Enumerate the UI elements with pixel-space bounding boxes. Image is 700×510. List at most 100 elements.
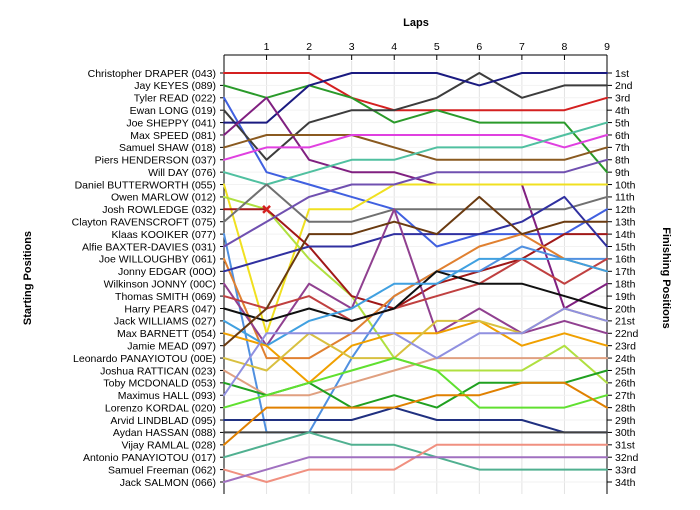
- starting-position-label: Harry PEARS (047): [124, 303, 216, 315]
- starting-position-label: Samuel Freeman (062): [108, 464, 216, 476]
- finishing-position-label: 17th: [615, 266, 636, 278]
- starting-position-label: Arvid LINDBLAD (095): [110, 415, 216, 427]
- starting-position-label: Joe SHEPPY (041): [126, 117, 216, 129]
- starting-position-label: Vijay RAMLAL (028): [121, 440, 216, 452]
- lap-tick-label: 3: [349, 41, 355, 53]
- axes: [220, 54, 612, 494]
- driver-position-line: [223, 72, 608, 161]
- driver-position-line: [223, 208, 608, 347]
- finishing-position-label: 7th: [615, 142, 630, 154]
- finishing-position-label: 31st: [615, 440, 635, 452]
- starting-position-label: Max BARNETT (054): [117, 328, 216, 340]
- driver-position-line: [223, 319, 608, 384]
- finishing-position-label: 1st: [615, 68, 629, 80]
- starting-position-label: Thomas SMITH (069): [115, 291, 216, 303]
- lap-tick-label: 8: [562, 41, 568, 53]
- finishing-position-label: 19th: [615, 291, 636, 303]
- driver-position-line: [223, 357, 608, 409]
- lap-tick-label: 7: [519, 41, 525, 53]
- finishing-position-label: 9th: [615, 167, 630, 179]
- starting-position-label: Clayton RAVENSCROFT (075): [72, 217, 216, 229]
- starting-position-label: Maximus HALL (093): [118, 390, 216, 402]
- driver-position-line: [223, 381, 608, 446]
- lap-tick-label: 6: [476, 41, 482, 53]
- finishing-position-label: 4th: [615, 105, 630, 117]
- starting-position-label: Christopher DRAPER (043): [88, 68, 216, 80]
- lap-tick-label: 2: [306, 41, 312, 53]
- finishing-position-label: 5th: [615, 117, 630, 129]
- finishing-position-label: 21st: [615, 316, 635, 328]
- finishing-position-label: 23rd: [615, 340, 636, 352]
- series-lines: [223, 72, 608, 483]
- driver-position-line: [223, 195, 608, 347]
- starting-position-label: Tyler READ (022): [134, 93, 216, 105]
- finishing-position-label: 27th: [615, 390, 636, 402]
- finishing-position-label: 14th: [615, 229, 636, 241]
- finishing-position-label: 8th: [615, 155, 630, 167]
- markers: [262, 204, 271, 214]
- starting-position-label: Max SPEED (081): [130, 130, 216, 142]
- starting-position-label: Daniel BUTTERWORTH (055): [75, 179, 216, 191]
- finishing-position-label: 12th: [615, 204, 636, 216]
- starting-position-label: Will DAY (076): [148, 167, 216, 179]
- finishing-position-label: 15th: [615, 241, 636, 253]
- finishing-position-label: 26th: [615, 378, 636, 390]
- top-axis-title: Laps: [403, 17, 429, 29]
- starting-position-label: Aydan HASSAN (088): [113, 427, 216, 439]
- finishing-position-label: 32nd: [615, 452, 639, 464]
- driver-position-line: [223, 195, 608, 273]
- lap-tick-label: 5: [434, 41, 440, 53]
- finishing-position-label: 34th: [615, 477, 636, 489]
- finishing-position-label: 29th: [615, 415, 636, 427]
- finishing-position-label: 22nd: [615, 328, 639, 340]
- driver-position-line: [223, 257, 608, 322]
- left-axis-title: Starting Positions: [22, 231, 34, 325]
- finishing-position-label: 11th: [615, 192, 635, 204]
- finishing-position-label: 6th: [615, 130, 630, 142]
- finishing-position-label: 13th: [615, 217, 636, 229]
- finishing-position-label: 18th: [615, 278, 636, 290]
- starting-position-label: Jack WILLIAMS (027): [114, 316, 216, 328]
- lap-tick-label: 1: [264, 41, 270, 53]
- starting-position-label: Toby MCDONALD (053): [103, 378, 216, 390]
- starting-position-label: Josh ROWLEDGE (032): [102, 204, 216, 216]
- driver-position-line: [223, 84, 608, 174]
- driver-position-line: [223, 406, 608, 434]
- finishing-position-label: 16th: [615, 254, 636, 266]
- driver-position-line: [223, 183, 608, 223]
- driver-position-line: [223, 431, 608, 471]
- starting-position-label: Ewan LONG (019): [130, 105, 216, 117]
- finishing-position-label: 3rd: [615, 93, 630, 105]
- finishing-position-label: 24th: [615, 353, 636, 365]
- starting-position-label: Alfie BAXTER-DAVIES (031): [82, 241, 216, 253]
- starting-position-label: Lorenzo KORDAL (020): [105, 402, 216, 414]
- starting-position-label: Samuel SHAW (018): [119, 142, 216, 154]
- lap-tick-label: 9: [604, 41, 610, 53]
- lap-tick-label: 4: [391, 41, 397, 53]
- right-axis-title: Finishing Positions: [660, 227, 672, 328]
- starting-position-label: Wilkinson JONNY (00C): [104, 278, 216, 290]
- starting-position-label: Jay KEYES (089): [134, 80, 216, 92]
- starting-position-label: Piers HENDERSON (037): [95, 155, 216, 167]
- finishing-position-label: 2nd: [615, 80, 633, 92]
- starting-position-label: Klaas KOOIKER (077): [112, 229, 216, 241]
- starting-position-label: Joe WILLOUGHBY (061): [99, 254, 216, 266]
- labels: 1 2 3 4 5 6 7 8 9 Christopher DRAPER (043)Jay KEY…: [72, 41, 639, 489]
- incident-marker: [262, 204, 271, 214]
- starting-position-label: Owen MARLOW (012): [111, 192, 216, 204]
- finishing-position-label: 28th: [615, 402, 636, 414]
- starting-position-label: Jack SALMON (066): [120, 477, 216, 489]
- finishing-position-label: 33rd: [615, 464, 636, 476]
- starting-position-label: Joshua RATTICAN (023): [100, 365, 216, 377]
- finishing-position-label: 20th: [615, 303, 636, 315]
- driver-position-line: [223, 158, 608, 248]
- driver-position-line: [223, 270, 608, 322]
- finishing-position-label: 10th: [615, 179, 636, 191]
- driver-position-line: [223, 96, 608, 310]
- driver-position-line: [223, 307, 608, 397]
- finishing-position-label: 30th: [615, 427, 636, 439]
- starting-position-label: Antonio PANAYIOTOU (017): [83, 452, 216, 464]
- driver-position-line: [223, 121, 608, 186]
- driver-position-line: [223, 456, 608, 483]
